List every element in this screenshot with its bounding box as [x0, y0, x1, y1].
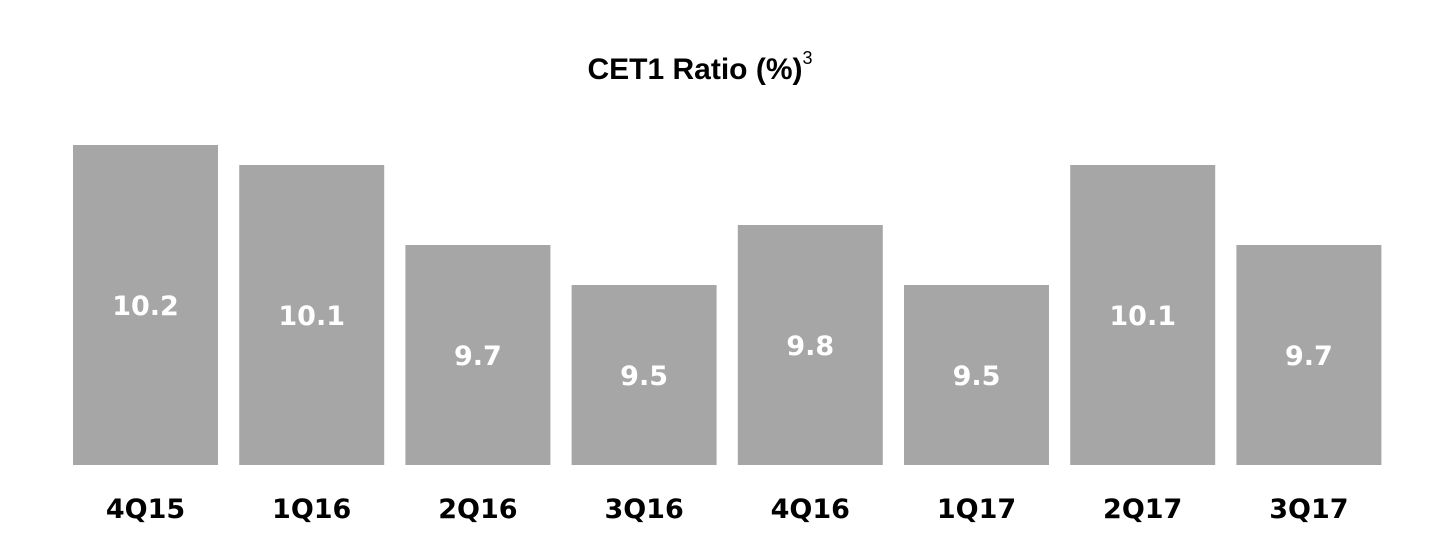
category-label: 1Q17 — [937, 494, 1016, 525]
bar-value-label: 10.2 — [112, 291, 179, 322]
chart-title-footnote: 3 — [802, 48, 813, 68]
bar-value-label: 9.7 — [1285, 341, 1333, 372]
category-labels-group: 4Q15 1Q16 2Q16 3Q16 4Q16 1Q17 2Q17 3Q17 — [106, 494, 1349, 525]
bar-value-label: 9.7 — [454, 341, 502, 372]
bar-2q16 — [405, 245, 551, 465]
bar-2q17 — [1070, 165, 1216, 465]
bar-4q15 — [73, 145, 218, 465]
category-label: 4Q15 — [106, 494, 185, 525]
category-label: 2Q17 — [1103, 494, 1182, 525]
bar-value-label: 9.5 — [953, 361, 1001, 392]
category-label: 2Q16 — [438, 494, 517, 525]
bar-value-label: 9.5 — [620, 361, 668, 392]
bar-1q17 — [904, 285, 1049, 465]
category-label: 3Q17 — [1269, 494, 1348, 525]
bar-value-labels-group: 10.2 10.1 9.7 9.5 9.8 9.5 10.1 9.7 — [112, 291, 1333, 392]
bar-value-label: 10.1 — [278, 301, 345, 332]
bar-value-label: 9.8 — [786, 331, 834, 362]
category-label: 1Q16 — [272, 494, 351, 525]
bar-4q16 — [737, 225, 883, 465]
bar-3q16 — [571, 285, 717, 465]
category-label: 4Q16 — [771, 494, 850, 525]
chart-title: CET1 Ratio (%)3 — [0, 48, 1400, 87]
chart-title-text: CET1 Ratio (%) — [587, 53, 803, 86]
category-label: 3Q16 — [604, 494, 683, 525]
bar-value-label: 10.1 — [1109, 301, 1176, 332]
bars-group — [73, 145, 1382, 465]
bar-3q17 — [1236, 245, 1382, 465]
bar-1q16 — [239, 165, 385, 465]
